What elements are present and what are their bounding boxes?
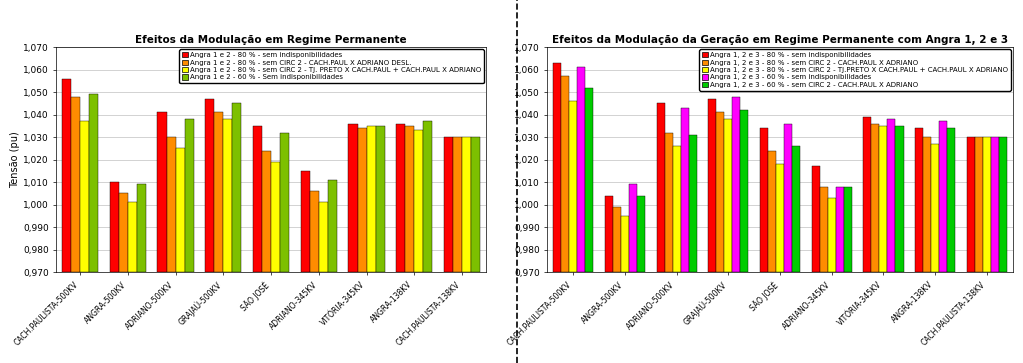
Bar [424,122,433,272]
Bar [672,146,680,272]
Legend: Angra 1, 2 e 3 - 80 % - sem indisponibilidades, Angra 1, 2 e 3 - 80 % - sem CIRC: Angra 1, 2 e 3 - 80 % - sem indisponibil… [700,49,1011,91]
Bar [724,119,732,272]
Bar [760,128,768,272]
Bar [167,137,176,272]
Bar [453,137,462,272]
Bar [741,110,749,272]
Bar [828,198,836,272]
Bar [301,171,310,272]
Bar [792,146,800,272]
Bar [776,164,784,272]
Bar [916,128,923,272]
Bar [553,63,562,272]
Title: Efeitos da Modulação da Geração em Regime Permanente com Angra 1, 2 e 3: Efeitos da Modulação da Geração em Regim… [552,35,1008,45]
Bar [708,99,716,272]
Bar [349,124,357,272]
Bar [947,128,955,272]
Bar [262,151,271,272]
Bar [366,126,375,272]
Bar [621,216,629,272]
Bar [657,103,665,272]
Bar [939,122,947,272]
Bar [109,182,119,272]
Bar [562,77,569,272]
Bar [844,187,852,272]
Bar [232,103,241,272]
Bar [414,130,424,272]
Bar [472,137,480,272]
Bar [396,124,405,272]
Title: Efeitos da Modulação em Regime Permanente: Efeitos da Modulação em Regime Permanent… [135,35,407,45]
Bar [577,68,585,272]
Bar [71,97,80,272]
Bar [836,187,844,272]
Bar [223,119,232,272]
Bar [983,137,991,272]
Bar [819,187,828,272]
Bar [895,126,903,272]
Bar [888,119,895,272]
Bar [688,135,697,272]
Bar [998,137,1007,272]
Bar [811,167,819,272]
Bar [605,196,613,272]
Bar [569,101,577,272]
Bar [319,203,328,272]
Bar [80,122,89,272]
Bar [185,119,193,272]
Bar [280,133,290,272]
Bar [206,99,214,272]
Bar [375,126,385,272]
Bar [931,144,939,272]
Bar [880,126,888,272]
Bar [328,180,337,272]
Bar [923,137,931,272]
Bar [62,79,71,272]
Bar [310,191,319,272]
Y-axis label: Tensão (pu): Tensão (pu) [10,131,20,188]
Bar [89,94,98,272]
Bar [462,137,472,272]
Bar [613,207,621,272]
Bar [784,124,792,272]
Bar [119,193,128,272]
Bar [680,108,688,272]
Bar [585,88,593,272]
Bar [128,203,137,272]
Bar [405,126,414,272]
Bar [665,133,672,272]
Bar [768,151,776,272]
Bar [629,184,637,272]
Bar [271,162,280,272]
Bar [991,137,998,272]
Bar [158,113,167,272]
Bar [637,196,644,272]
Bar [732,97,741,272]
Bar [137,184,146,272]
Bar [176,148,185,272]
Bar [444,137,453,272]
Bar [357,128,366,272]
Bar [716,113,724,272]
Legend: Angra 1 e 2 - 80 % - sem indisponibilidades, Angra 1 e 2 - 80 % - sem CIRC 2 - C: Angra 1 e 2 - 80 % - sem indisponibilida… [179,49,484,83]
Bar [975,137,983,272]
Bar [214,113,223,272]
Bar [863,117,872,272]
Bar [967,137,975,272]
Bar [253,126,262,272]
Bar [872,124,880,272]
